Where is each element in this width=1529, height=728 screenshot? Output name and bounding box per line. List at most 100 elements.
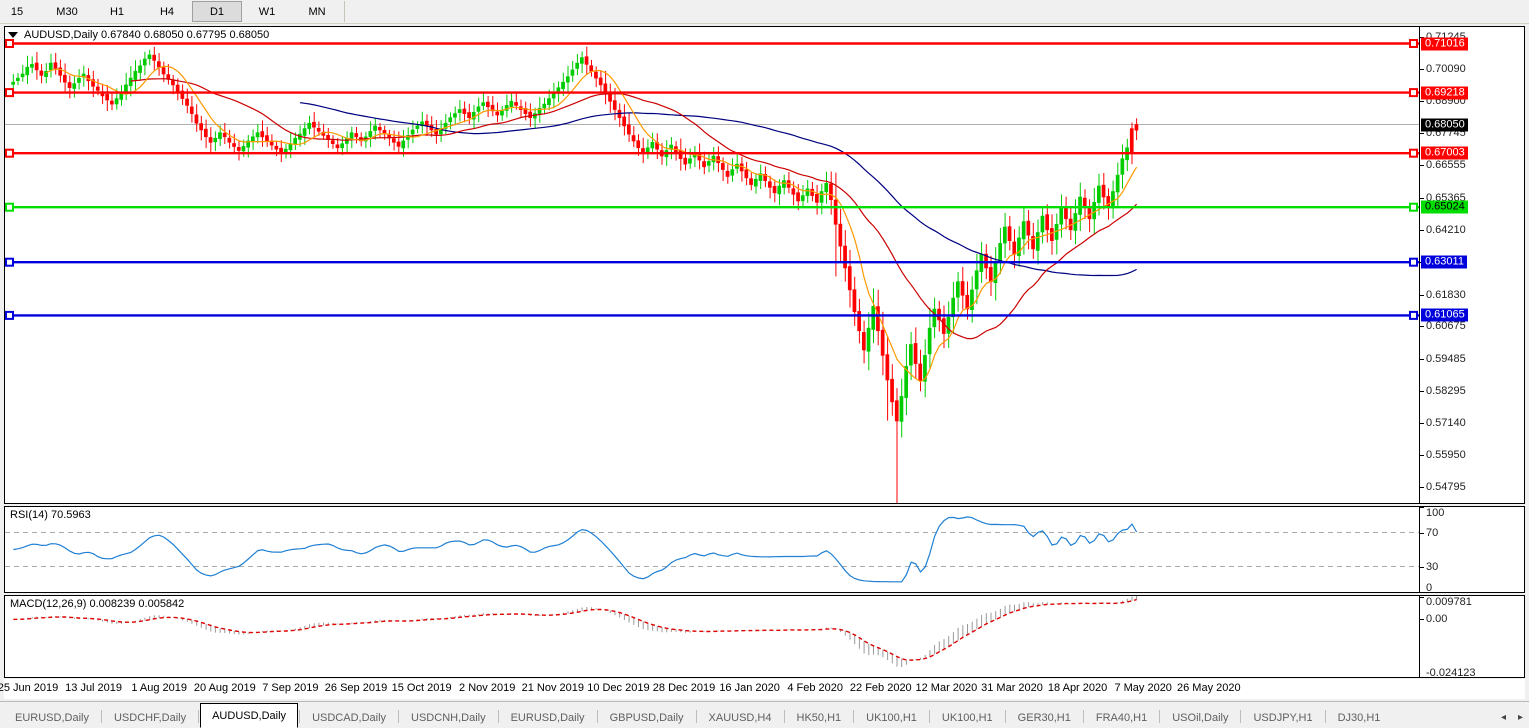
date-axis-label: 20 Aug 2019 (193, 682, 256, 694)
date-axis-label: 4 Feb 2020 (787, 682, 844, 694)
timeframe-button-m30[interactable]: M30 (56, 5, 78, 18)
price-level-label-0.71016[interactable]: 0.71016 (1421, 37, 1468, 50)
price-tick-label: 0.55950 (1426, 449, 1466, 462)
chart-tab-bar: EURUSD,Daily USDCHF,Daily AUDUSD,Daily USDC… (0, 701, 1529, 728)
date-axis-label: 12 Mar 2020 (915, 682, 978, 694)
price-tick-mark (1420, 165, 1424, 167)
tab-separator (695, 709, 697, 723)
rsi-tick-label: 100 (1426, 507, 1445, 519)
chart-tab-ger30-h1[interactable]: GER30,H1 (1006, 707, 1082, 728)
rsi-indicator-panel[interactable]: RSI(14) 70.5963 100 70 30 0 (4, 506, 1525, 594)
price-tick-mark (1420, 68, 1424, 70)
tab-separator (497, 709, 499, 723)
chart-tab-uk100-h1[interactable]: UK100,H1 (855, 707, 928, 728)
date-axis-label: 7 May 2020 (1114, 682, 1172, 694)
price-scale[interactable]: 0.712450.700900.689000.677450.665550.653… (1419, 27, 1524, 503)
chart-tab-xauusd-h4[interactable]: XAUUSD,H4 (697, 707, 783, 728)
date-axis-label: 15 Oct 2019 (391, 682, 452, 694)
macd-tick-label: 0.00 (1426, 613, 1448, 626)
date-axis-label: 28 Dec 2019 (652, 682, 716, 694)
chart-tab-usdcad-daily[interactable]: USDCAD,Daily (301, 707, 398, 728)
chart-tab-hk50-h1[interactable]: HK50,H1 (785, 707, 853, 728)
price-level-label-0.67003[interactable]: 0.67003 (1421, 146, 1468, 160)
chart-symbol-ohlc-text: AUDUSD,Daily 0.67840 0.68050 0.67795 0.6… (24, 29, 270, 41)
date-axis-label: 7 Sep 2019 (262, 682, 319, 694)
chart-tab-eurusd-daily[interactable]: EURUSD,Daily (4, 707, 100, 728)
rsi-scale: 100 70 30 0 (1419, 507, 1524, 594)
chart-tab-usoil-daily[interactable]: USOil,Daily (1161, 707, 1240, 728)
chevron-down-icon[interactable] (8, 32, 18, 38)
tab-separator (928, 709, 930, 723)
timeframe-button-h4[interactable]: H4 (159, 5, 175, 18)
tab-separator (1082, 709, 1084, 723)
date-axis-label: 1 Aug 2019 (131, 682, 188, 694)
price-tick-mark (1420, 294, 1424, 296)
rsi-tick-mark (1420, 566, 1424, 568)
price-tick-label: 0.58295 (1426, 385, 1466, 398)
tab-separator (398, 709, 400, 723)
price-tick-mark (1420, 455, 1424, 457)
price-tick-mark (1420, 197, 1424, 199)
price-level-label-0.65024[interactable]: 0.65024 (1421, 200, 1468, 214)
tab-separator (1004, 709, 1006, 723)
date-axis-label: 21 Nov 2019 (521, 682, 584, 694)
chart-tab-list: EURUSD,Daily USDCHF,Daily AUDUSD,Daily USDC… (4, 703, 1392, 728)
chart-tab-audusd-daily[interactable]: AUDUSD,Daily (200, 703, 299, 728)
date-axis-label: 13 Jul 2019 (65, 682, 123, 694)
chart-tab-fra40-h1[interactable]: FRA40,H1 (1084, 707, 1159, 728)
chart-tab-gbpusd-daily[interactable]: GBPUSD,Daily (598, 707, 695, 728)
timeframe-button-15[interactable]: 15 (10, 5, 24, 18)
tab-separator (100, 709, 102, 723)
tab-separator (783, 709, 785, 723)
macd-header-label: MACD(12,26,9) 0.008239 0.005842 (10, 598, 185, 610)
timeframe-toolbar: 15 M30 H1 H4 D1 W1 MN (0, 0, 1529, 24)
macd-tick-mark (1420, 677, 1424, 678)
tab-nav-controls[interactable]: ◂ ▸ (1501, 712, 1523, 723)
tab-scroll-right-icon[interactable]: ▸ (1517, 712, 1523, 723)
timeframe-button-mn[interactable]: MN (308, 5, 326, 18)
timeframe-button-w1[interactable]: W1 (258, 5, 276, 18)
date-axis-label: 2 Nov 2019 (459, 682, 516, 694)
timeframe-button-d1[interactable]: D1 (192, 1, 242, 22)
tab-separator (1159, 709, 1161, 723)
date-axis-label: 18 Apr 2020 (1047, 682, 1108, 694)
date-axis-label: 25 Jun 2019 (0, 682, 59, 694)
tab-separator (853, 709, 855, 723)
price-level-label-0.68050[interactable]: 0.68050 (1421, 118, 1468, 131)
chart-tab-uk100-h1[interactable]: UK100,H1 (930, 707, 1004, 728)
price-level-label-0.61065[interactable]: 0.61065 (1421, 308, 1468, 322)
tab-separator (299, 709, 301, 723)
rsi-plot-area[interactable] (5, 507, 1419, 592)
timeframe-button-h1[interactable]: H1 (109, 5, 125, 18)
date-axis-label: 16 Jan 2020 (719, 682, 780, 694)
date-axis: 25 Jun 2019 13 Jul 2019 1 Aug 2019 20 Aug 2… (0, 679, 1525, 699)
macd-plot-area[interactable] (5, 596, 1419, 677)
price-tick-mark (1420, 101, 1424, 103)
macd-indicator-panel[interactable]: MACD(12,26,9) 0.008239 0.005842 0.009781… (4, 595, 1525, 679)
tab-separator (1240, 709, 1242, 723)
chart-tab-eurusd-daily[interactable]: EURUSD,Daily (499, 707, 596, 728)
price-tick-label: 0.61830 (1426, 288, 1466, 301)
chart-tab-dj30-h1[interactable]: DJ30,H1 (1326, 707, 1392, 728)
price-level-label-0.63011[interactable]: 0.63011 (1421, 255, 1467, 269)
tab-scroll-left-icon[interactable]: ◂ (1500, 712, 1506, 723)
price-tick-mark (1420, 229, 1424, 231)
date-axis-label: 26 May 2020 (1176, 682, 1241, 694)
price-plot-area[interactable] (5, 27, 1419, 503)
chart-tab-usdcnh-daily[interactable]: USDCNH,Daily (400, 707, 497, 728)
price-tick-mark (1420, 358, 1424, 360)
price-tick-label: 0.60675 (1426, 320, 1466, 333)
chart-tab-usdchf-daily[interactable]: USDCHF,Daily (102, 707, 198, 728)
price-tick-label: 0.64210 (1426, 223, 1466, 236)
price-chart-panel[interactable]: AUDUSD,Daily 0.67840 0.68050 0.67795 0.6… (4, 26, 1525, 504)
rsi-tick-mark (1420, 507, 1424, 508)
price-tick-mark (1420, 132, 1424, 134)
rsi-tick-label: 30 (1426, 560, 1439, 573)
price-tick-mark (1420, 486, 1424, 488)
price-tick-mark (1420, 391, 1424, 393)
price-tick-mark (1420, 422, 1424, 424)
chart-tab-usdjpy-h1[interactable]: USDJPY,H1 (1242, 707, 1324, 728)
price-level-label-0.69218[interactable]: 0.69218 (1421, 86, 1468, 100)
tab-separator (198, 709, 200, 723)
